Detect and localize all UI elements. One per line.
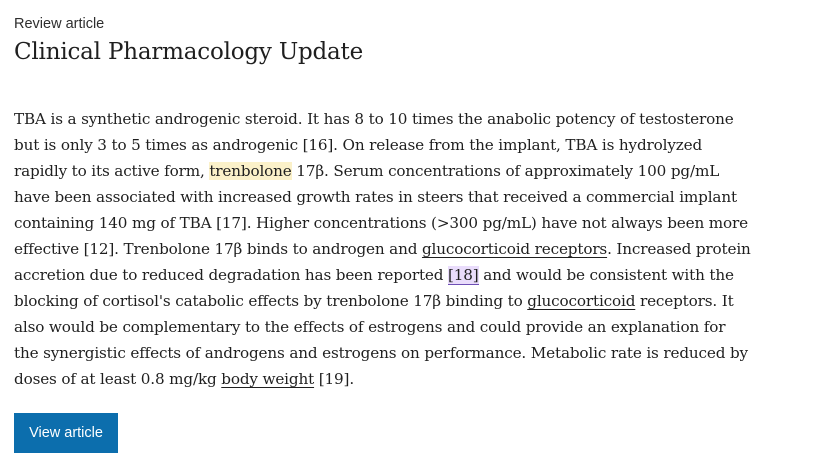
article-title: Clinical Pharmacology Update [14,39,364,65]
excerpt-text: 17β. Serum concentrations of approximate… [14,162,748,258]
excerpt-text: receptors. It also would be complementar… [14,292,748,388]
article-snippet: Review article Clinical Pharmacology Upd… [14,14,774,453]
excerpt-text: . Increased protein accretion due to red… [14,240,751,284]
article-excerpt: TBA is a synthetic androgenic steroid. I… [14,106,754,392]
highlighted-term: trenbolone [209,162,292,180]
body-weight-link[interactable]: body weight [221,370,315,388]
article-type-label: Review article [14,16,105,32]
glucocorticoid-receptors-link[interactable]: glucocorticoid receptors [421,240,608,258]
view-article-button[interactable]: View article [14,413,118,453]
excerpt-text: and would be consistent with the blockin… [14,266,734,310]
glucocorticoid-link[interactable]: glucocorticoid [527,292,636,310]
excerpt-text: TBA is a synthetic androgenic steroid. I… [14,110,734,180]
excerpt-text: [19]. [314,370,354,388]
reference-18-link[interactable]: [18] [447,266,479,285]
